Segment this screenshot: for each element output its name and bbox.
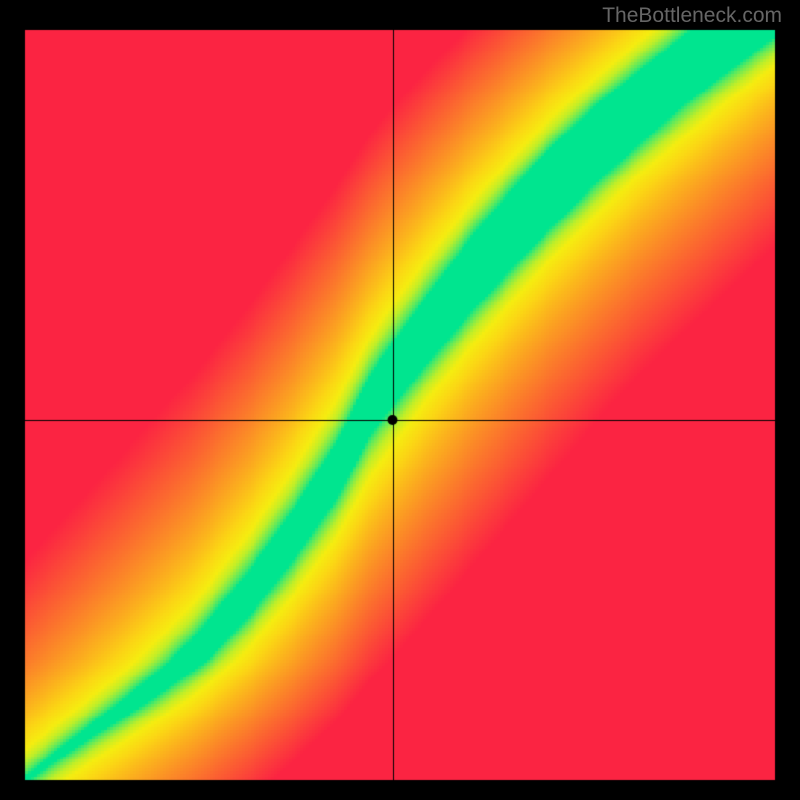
chart-container: TheBottleneck.com [0, 0, 800, 800]
watermark-text: TheBottleneck.com [602, 4, 782, 28]
heatmap-canvas [0, 0, 800, 800]
